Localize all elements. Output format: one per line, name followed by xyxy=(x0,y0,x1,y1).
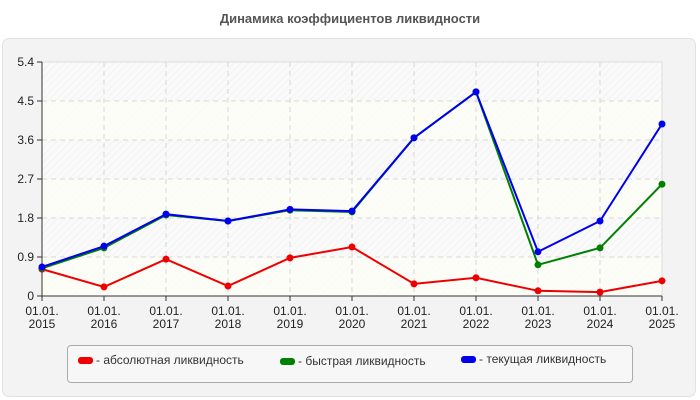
x-tick-label: 01.01. 2024 xyxy=(583,304,616,331)
data-point[interactable] xyxy=(596,217,604,225)
x-tick-label: 01.01. 2025 xyxy=(645,304,678,331)
x-tick-label: 01.01. 2017 xyxy=(149,304,182,331)
legend: - абсолютная ликвидность - быстрая ликви… xyxy=(67,345,633,383)
x-tick-label: 01.01. 2021 xyxy=(397,304,430,331)
x-tick-label: 01.01. 2023 xyxy=(521,304,554,331)
data-point[interactable] xyxy=(38,263,46,271)
legend-label: - быстрая ликвидность xyxy=(298,354,426,368)
y-tick-label: 0.9 xyxy=(17,250,34,264)
legend-swatch-green xyxy=(280,357,295,365)
data-point[interactable] xyxy=(100,283,108,291)
x-tick-label: 01.01. 2022 xyxy=(459,304,492,331)
x-tick-label: 01.01. 2020 xyxy=(335,304,368,331)
data-point[interactable] xyxy=(658,120,666,128)
data-point[interactable] xyxy=(348,243,356,251)
legend-label: - абсолютная ликвидность xyxy=(96,353,244,367)
y-tick-label: 0 xyxy=(27,289,34,303)
data-point[interactable] xyxy=(472,88,480,96)
legend-item-quick: - быстрая ликвидность xyxy=(280,354,426,368)
data-point[interactable] xyxy=(658,277,666,285)
x-tick-label: 01.01. 2015 xyxy=(25,304,58,331)
legend-label: - текущая ликвидность xyxy=(479,352,607,366)
series-2 xyxy=(38,88,666,271)
data-point[interactable] xyxy=(286,254,294,262)
legend-item-absolute: - абсолютная ликвидность xyxy=(78,353,244,367)
data-point[interactable] xyxy=(224,217,232,225)
y-tick-label: 5.4 xyxy=(17,55,34,69)
data-point[interactable] xyxy=(410,134,418,142)
legend-swatch-red xyxy=(78,356,93,364)
data-point[interactable] xyxy=(348,207,356,215)
x-tick-label: 01.01. 2018 xyxy=(211,304,244,331)
data-point[interactable] xyxy=(100,242,108,250)
y-tick-label: 2.7 xyxy=(17,172,34,186)
series-lines xyxy=(38,88,666,296)
data-point[interactable] xyxy=(596,288,604,296)
data-point[interactable] xyxy=(472,274,480,282)
data-point[interactable] xyxy=(658,180,666,188)
data-point[interactable] xyxy=(596,244,604,252)
data-point[interactable] xyxy=(162,255,170,263)
gridlines xyxy=(42,62,662,296)
data-point[interactable] xyxy=(534,261,542,269)
axes: 0 0.9 1.8 2.7 3.6 4.5 5.4 01.01. 2015 01.01. 2016 0… xyxy=(17,55,678,331)
series-0 xyxy=(38,243,666,296)
y-tick-label: 4.5 xyxy=(17,94,34,108)
legend-swatch-blue xyxy=(461,355,476,363)
legend-item-current: - текущая ликвидность xyxy=(461,352,606,366)
data-point[interactable] xyxy=(224,282,232,290)
data-point[interactable] xyxy=(410,280,418,288)
data-point[interactable] xyxy=(162,210,170,218)
data-point[interactable] xyxy=(534,248,542,256)
y-tick-label: 1.8 xyxy=(17,211,34,225)
data-point[interactable] xyxy=(534,287,542,295)
data-point[interactable] xyxy=(286,205,294,213)
x-tick-label: 01.01. 2019 xyxy=(273,304,306,331)
x-tick-label: 01.01. 2016 xyxy=(87,304,120,331)
y-tick-label: 3.6 xyxy=(17,133,34,147)
chart-title: Динамика коэффициентов ликвидности xyxy=(219,11,481,26)
